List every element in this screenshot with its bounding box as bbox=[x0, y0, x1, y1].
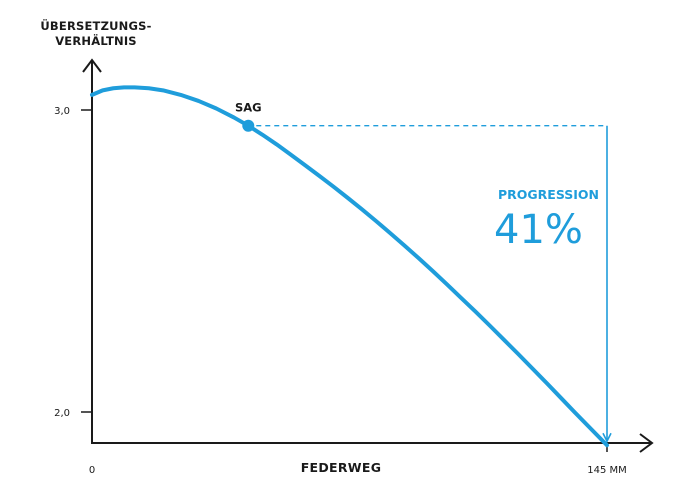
sag-point bbox=[242, 119, 255, 132]
progression-arrow-icon bbox=[602, 432, 612, 444]
series bbox=[90, 85, 609, 448]
x-axis-label: FEDERWEG bbox=[301, 460, 382, 475]
y-axis-label-line2: VERHÄLTNIS bbox=[55, 33, 137, 48]
progression-indicator bbox=[256, 125, 612, 444]
series-line bbox=[90, 85, 609, 448]
ticks: 3,0 2,0 0 145 MM bbox=[54, 106, 627, 476]
y-axis-arrow-icon bbox=[82, 58, 102, 73]
progression-label: PROGRESSION bbox=[498, 187, 599, 202]
y-tick-label: 3,0 bbox=[54, 106, 70, 117]
y-tick-label: 2,0 bbox=[54, 408, 70, 419]
progression-value: 41% bbox=[494, 207, 583, 253]
x-tick-label: 145 MM bbox=[587, 465, 627, 476]
y-axis-label-line1: ÜBERSETZUNGS- bbox=[40, 18, 151, 33]
x-tick-label: 0 bbox=[89, 465, 95, 476]
x-axis-arrow-icon bbox=[639, 433, 654, 453]
axes bbox=[82, 58, 654, 453]
sag-label: SAG bbox=[235, 101, 262, 115]
